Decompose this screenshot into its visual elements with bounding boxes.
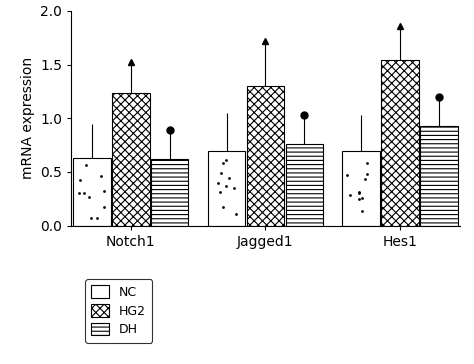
Bar	[208, 151, 245, 226]
Point	[343, 172, 351, 178]
Point	[214, 180, 222, 186]
Point	[219, 204, 227, 210]
Legend: NC, HG2, DH: NC, HG2, DH	[85, 279, 152, 343]
Point	[217, 189, 224, 194]
Bar	[420, 126, 457, 226]
Point	[80, 190, 88, 196]
Bar	[73, 158, 111, 226]
Point	[222, 157, 230, 163]
Point	[363, 160, 371, 166]
Point	[361, 176, 369, 182]
Bar	[247, 86, 284, 226]
Point	[97, 174, 104, 179]
Point	[355, 189, 363, 195]
Point	[232, 211, 240, 217]
Point	[87, 215, 94, 221]
Point	[355, 196, 363, 202]
Bar	[381, 60, 419, 226]
Point	[363, 171, 371, 177]
Point	[222, 183, 230, 189]
Point	[100, 204, 108, 210]
Y-axis label: mRNA expression: mRNA expression	[20, 57, 35, 179]
Bar	[342, 151, 380, 226]
Point	[358, 207, 365, 213]
Point	[225, 175, 232, 181]
Bar	[112, 92, 150, 226]
Point	[85, 194, 92, 199]
Point	[230, 185, 238, 191]
Point	[346, 192, 353, 198]
Bar	[151, 159, 189, 226]
Point	[100, 188, 108, 194]
Point	[75, 190, 82, 196]
Point	[358, 195, 365, 201]
Point	[355, 190, 363, 195]
Point	[82, 162, 90, 168]
Point	[219, 159, 227, 165]
Point	[93, 215, 101, 221]
Bar	[286, 144, 323, 226]
Point	[76, 177, 83, 183]
Point	[218, 170, 225, 176]
